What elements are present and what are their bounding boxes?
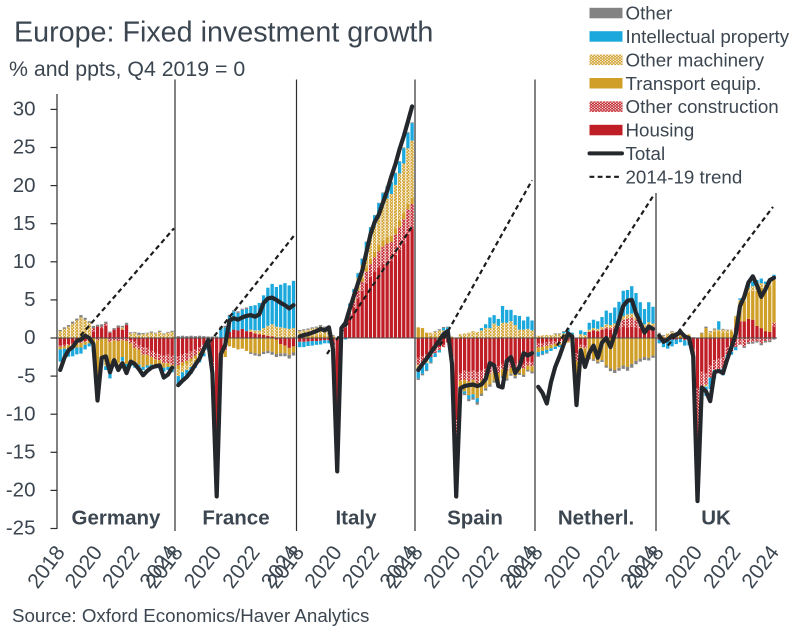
svg-text:Germany: Germany	[72, 507, 161, 530]
svg-text:-10: -10	[6, 402, 36, 425]
svg-text:-5: -5	[17, 364, 35, 387]
svg-text:Europe: Fixed investment growt: Europe: Fixed investment growth	[14, 16, 433, 48]
svg-text:Intellectual property: Intellectual property	[626, 26, 790, 47]
svg-text:2014-19 trend: 2014-19 trend	[626, 166, 743, 187]
svg-text:Other construction: Other construction	[626, 96, 779, 117]
svg-text:Other: Other	[626, 3, 673, 24]
svg-text:-20: -20	[6, 479, 36, 502]
svg-text:Source: Oxford Economics/Haver: Source: Oxford Economics/Haver Analytics	[12, 605, 369, 626]
svg-text:Total: Total	[626, 143, 666, 164]
svg-text:UK: UK	[701, 507, 731, 530]
svg-text:% and ppts, Q4 2019 = 0: % and ppts, Q4 2019 = 0	[9, 57, 245, 81]
svg-text:Spain: Spain	[447, 507, 503, 530]
svg-text:-15: -15	[6, 441, 36, 464]
svg-text:30: 30	[13, 98, 36, 121]
svg-text:Transport equip.: Transport equip.	[626, 73, 762, 94]
svg-text:Netherl.: Netherl.	[558, 507, 634, 530]
svg-text:5: 5	[24, 288, 35, 311]
svg-text:France: France	[202, 507, 269, 530]
svg-text:-25: -25	[6, 517, 36, 540]
svg-text:0: 0	[24, 326, 35, 349]
svg-text:10: 10	[13, 250, 36, 273]
svg-text:Housing: Housing	[626, 120, 695, 141]
svg-text:25: 25	[13, 136, 36, 159]
svg-text:20: 20	[13, 174, 36, 197]
svg-text:Italy: Italy	[335, 507, 377, 530]
svg-text:Other machinery: Other machinery	[626, 49, 765, 70]
svg-text:15: 15	[13, 212, 36, 235]
